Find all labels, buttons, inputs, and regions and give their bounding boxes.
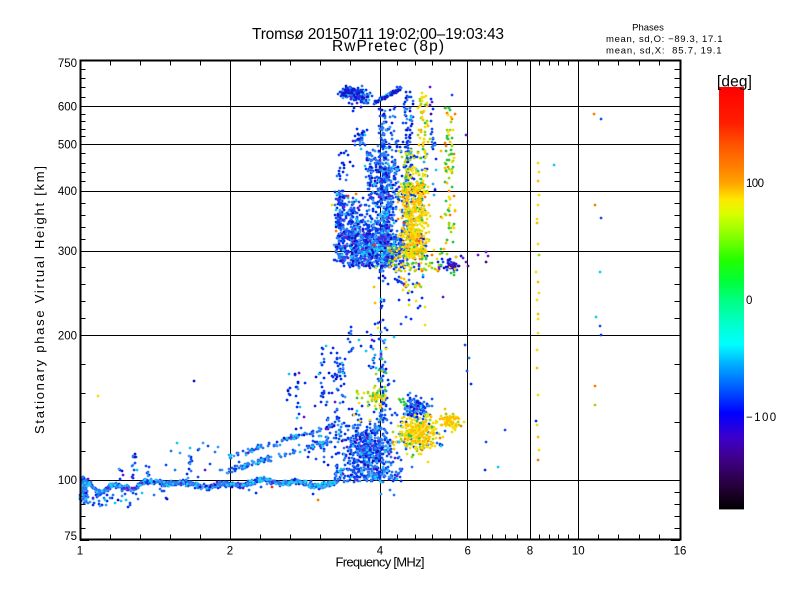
svg-text:[deg]: [deg] <box>717 73 752 90</box>
svg-text:100: 100 <box>746 178 764 190</box>
svg-text:750: 750 <box>58 58 77 70</box>
svg-text:300: 300 <box>58 246 77 258</box>
svg-text:600: 600 <box>58 102 77 114</box>
svg-text:0: 0 <box>746 295 752 307</box>
svg-text:Stationary phase Virtual Heigh: Stationary phase Virtual Height [km] <box>32 166 47 434</box>
svg-text:75: 75 <box>64 531 77 543</box>
svg-text:200: 200 <box>58 331 77 343</box>
svg-text:400: 400 <box>58 186 77 198</box>
svg-text:Frequency [MHz]: Frequency [MHz] <box>336 555 425 570</box>
svg-text:4: 4 <box>377 545 384 557</box>
svg-text:500: 500 <box>58 140 77 152</box>
svg-text:8: 8 <box>527 545 533 557</box>
svg-text:mean, sd,X: 85.7, 19.1: mean, sd,X: 85.7, 19.1 <box>606 46 722 57</box>
svg-text:100: 100 <box>58 475 77 487</box>
svg-text:Tromsø 20150711 19:02:00–19:03: Tromsø 20150711 19:02:00–19:03:43 <box>252 26 504 43</box>
svg-text:2: 2 <box>227 545 233 557</box>
svg-text:6: 6 <box>464 545 470 557</box>
svg-text:1: 1 <box>77 545 83 557</box>
svg-text:RwPretec (8p): RwPretec (8p) <box>332 38 444 55</box>
svg-text:10: 10 <box>572 545 585 557</box>
svg-text:Phases: Phases <box>632 23 664 34</box>
svg-text:−100: −100 <box>746 412 776 424</box>
svg-text:16: 16 <box>674 545 687 557</box>
svg-text:mean, sd,O: −89.3, 17.1: mean, sd,O: −89.3, 17.1 <box>606 34 723 45</box>
